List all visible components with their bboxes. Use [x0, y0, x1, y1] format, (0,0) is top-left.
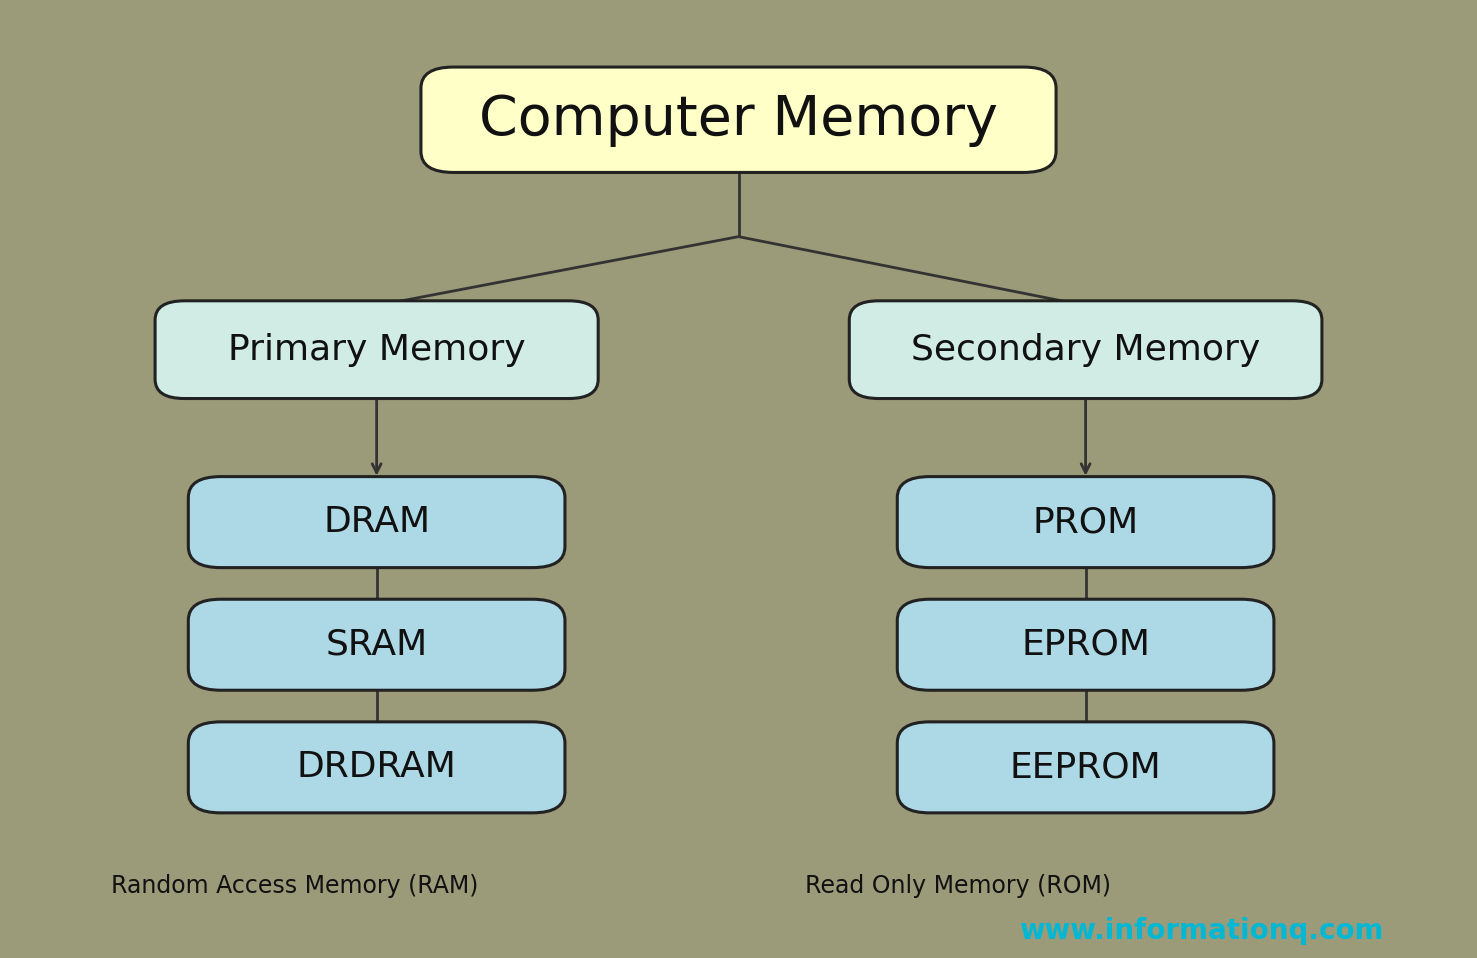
FancyBboxPatch shape — [189, 722, 564, 812]
Text: Primary Memory: Primary Memory — [227, 332, 526, 367]
FancyBboxPatch shape — [189, 477, 564, 567]
Text: DRAM: DRAM — [323, 505, 430, 539]
Text: EEPROM: EEPROM — [1010, 750, 1161, 785]
FancyBboxPatch shape — [421, 67, 1056, 172]
Text: DRDRAM: DRDRAM — [297, 750, 456, 785]
FancyBboxPatch shape — [898, 722, 1273, 812]
Text: Read Only Memory (ROM): Read Only Memory (ROM) — [805, 874, 1111, 899]
Text: PROM: PROM — [1032, 505, 1139, 539]
FancyBboxPatch shape — [898, 477, 1273, 567]
FancyBboxPatch shape — [155, 301, 598, 399]
Text: Random Access Memory (RAM): Random Access Memory (RAM) — [111, 874, 479, 899]
FancyBboxPatch shape — [189, 600, 564, 690]
FancyBboxPatch shape — [898, 600, 1273, 690]
FancyBboxPatch shape — [849, 301, 1322, 399]
Text: www.informationq.com: www.informationq.com — [1019, 917, 1384, 946]
Text: Secondary Memory: Secondary Memory — [911, 332, 1260, 367]
Text: Computer Memory: Computer Memory — [479, 93, 998, 147]
Text: SRAM: SRAM — [325, 627, 428, 662]
Text: EPROM: EPROM — [1021, 627, 1151, 662]
